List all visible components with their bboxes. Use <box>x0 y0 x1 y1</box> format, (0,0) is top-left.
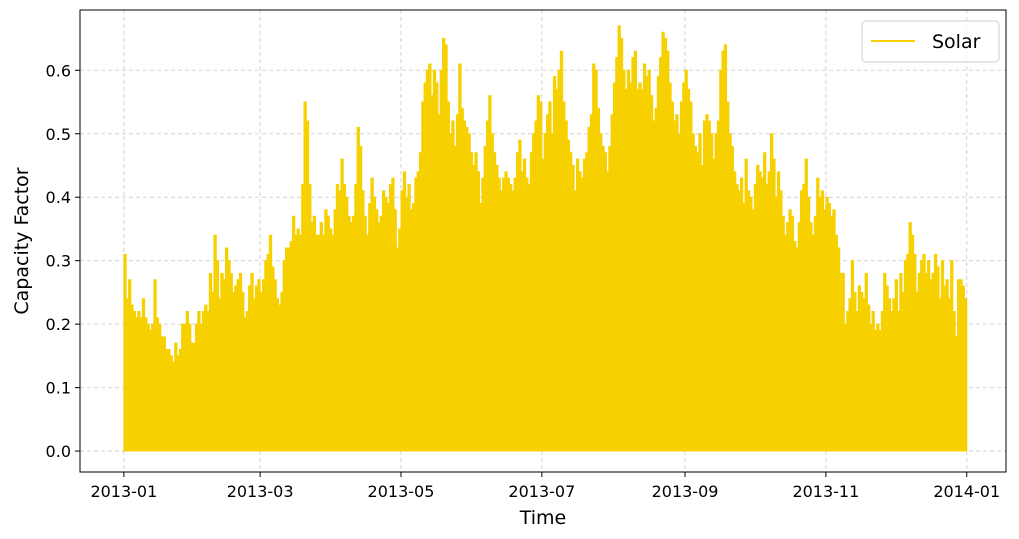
y-tick-label: 0.5 <box>46 125 71 144</box>
legend-label-solar: Solar <box>932 31 981 53</box>
x-tick-label: 2013-05 <box>368 482 435 501</box>
x-tick-label: 2013-03 <box>227 482 294 501</box>
y-tick-label: 0.0 <box>46 442 71 461</box>
x-tick-label: 2013-01 <box>90 482 157 501</box>
x-tick-label: 2013-09 <box>652 482 719 501</box>
y-axis-label: Capacity Factor <box>11 167 33 314</box>
data-series-solar <box>123 25 968 452</box>
plot-area-frame <box>79 9 1007 473</box>
x-tick-label: 2013-07 <box>508 482 575 501</box>
solar-series-area <box>123 25 968 452</box>
x-axis-label: Time <box>519 507 567 529</box>
legend-box <box>861 20 1000 63</box>
y-tick-label: 0.6 <box>46 61 71 80</box>
x-axis-ticks: 2013-01 2013-03 2013-05 2013-07 2013-09 2013-… <box>90 472 1000 501</box>
y-axis-ticks: 0.0 0.1 0.2 0.3 0.4 0.5 0.6 <box>46 61 80 461</box>
y-tick-label: 0.1 <box>46 379 71 398</box>
x-tick-label: 2013-11 <box>792 482 859 501</box>
y-tick-label: 0.2 <box>46 315 71 334</box>
y-tick-label: 0.3 <box>46 252 71 271</box>
y-tick-label: 0.4 <box>46 188 71 207</box>
x-tick-label: 2014-01 <box>933 482 1000 501</box>
legend: Solar <box>861 20 1000 63</box>
